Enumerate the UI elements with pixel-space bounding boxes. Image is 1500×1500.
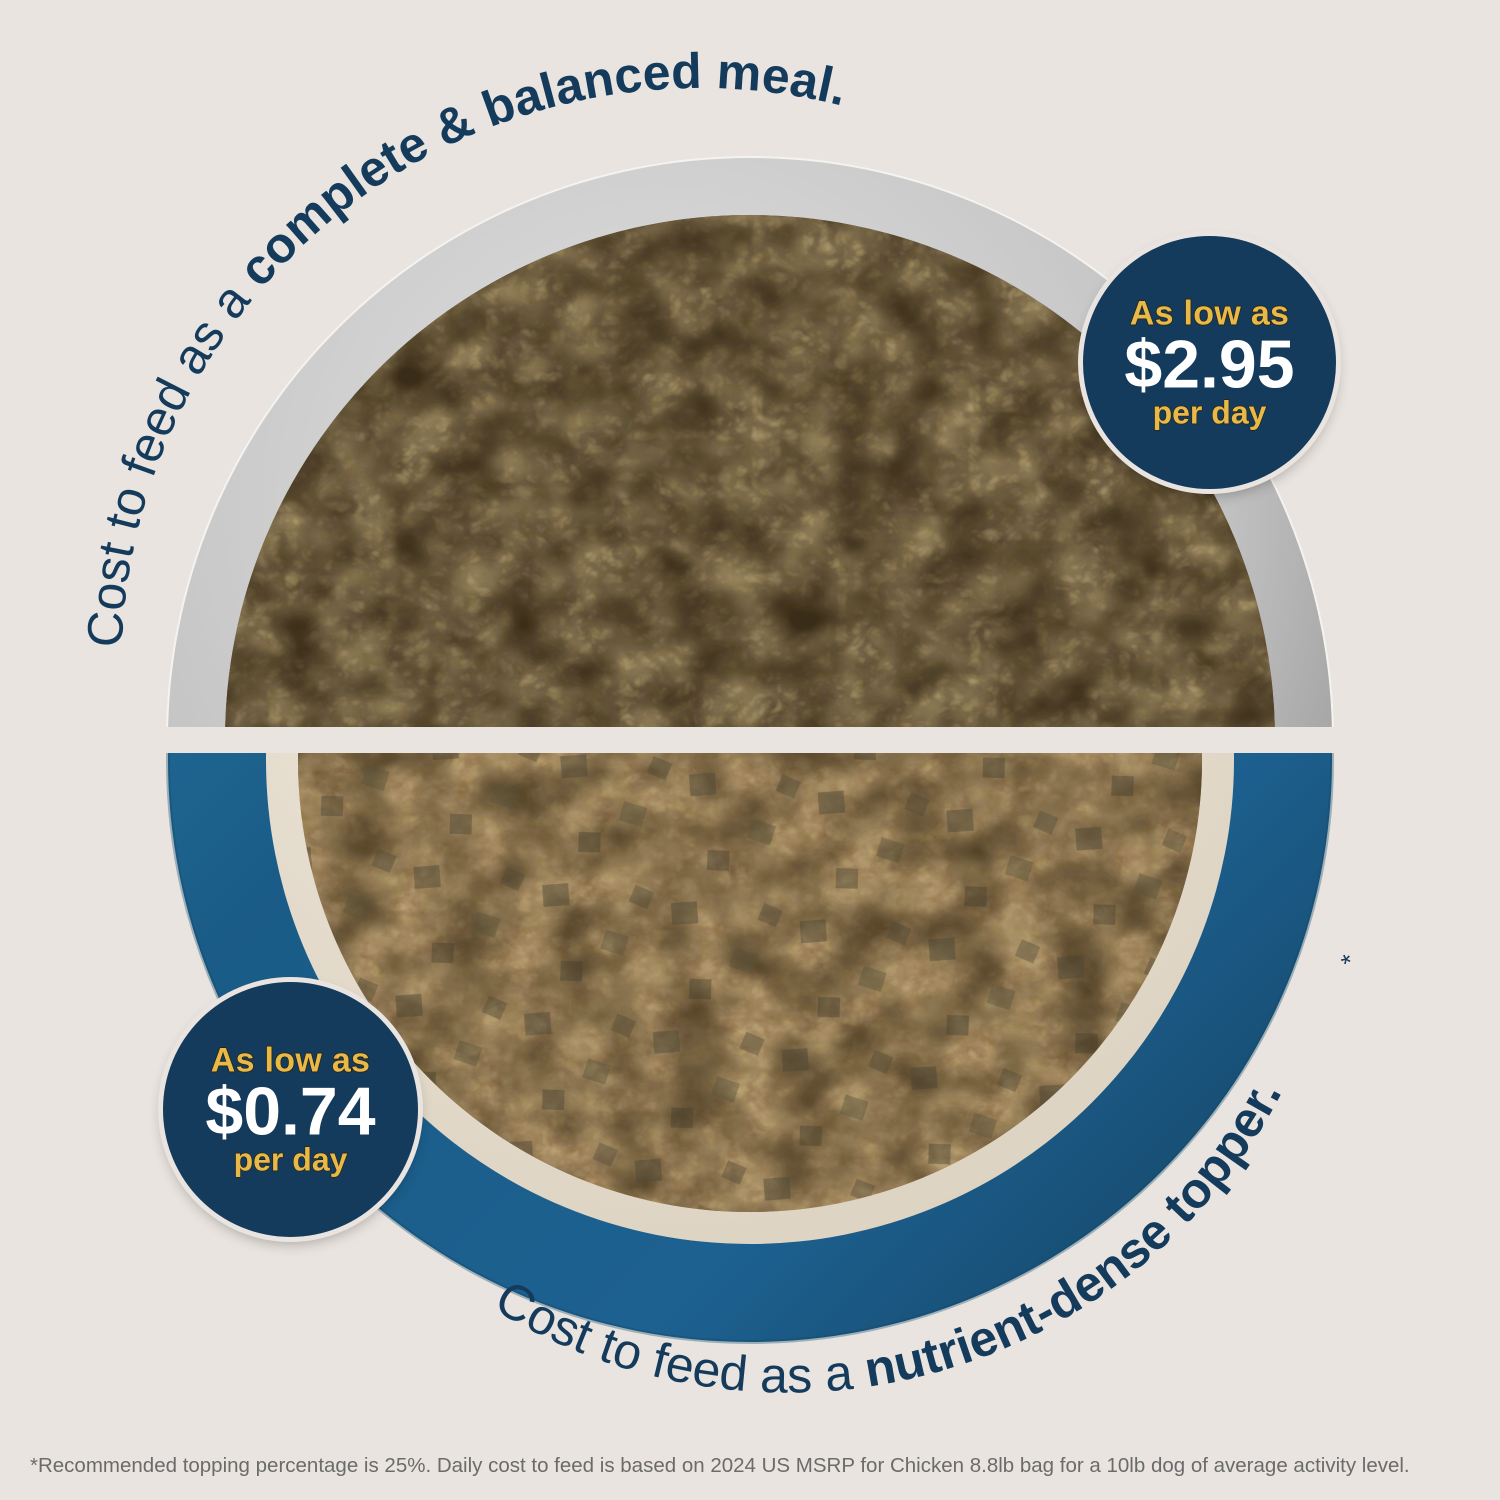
svg-text:Cost to feed as a nutrient-den: Cost to feed as a nutrient-dense topper. [486,1071,1292,1404]
svg-text:*Recommended topping percentag: *Recommended topping percentage is 25%. … [30,1454,1410,1477]
svg-text:*: * [1329,948,1357,976]
svg-text:Cost to feed as a complete & b: Cost to feed as a complete & balanced me… [76,43,852,649]
